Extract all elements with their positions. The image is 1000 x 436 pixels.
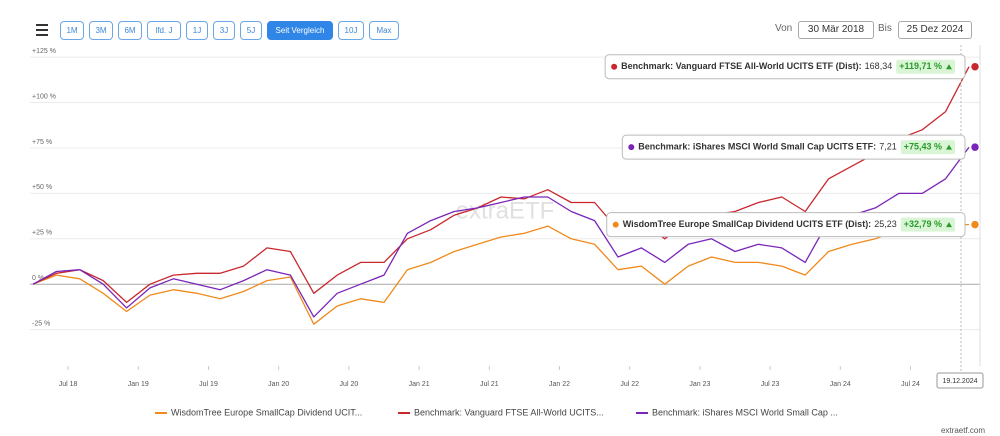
tooltip-dot xyxy=(611,63,618,70)
x-tick-label: Jul 24 xyxy=(901,381,920,388)
change-arrow xyxy=(946,144,952,150)
x-tick-label: Jan 23 xyxy=(689,381,710,388)
menu-icon[interactable] xyxy=(36,22,48,36)
tooltip: Benchmark: iShares MSCI World Small Cap … xyxy=(621,134,966,160)
change-arrow xyxy=(946,222,952,228)
range-button[interactable]: 5J xyxy=(240,21,262,40)
y-tick-label: 0 % xyxy=(32,275,44,282)
footer: extraetf.com xyxy=(941,426,985,435)
range-button[interactable]: 3J xyxy=(213,21,235,40)
x-tick-label: Jan 21 xyxy=(409,381,430,388)
legend-label: Benchmark: Vanguard FTSE All-World UCITS… xyxy=(414,407,604,417)
x-tick-label: Jul 23 xyxy=(761,381,780,388)
series-line xyxy=(32,223,970,325)
x-tick-label: Jul 20 xyxy=(340,381,359,388)
from-label: Von xyxy=(775,23,793,34)
range-button[interactable]: 6M xyxy=(118,21,142,40)
x-tick-label: Jul 18 xyxy=(59,381,78,388)
range-button[interactable]: 1J xyxy=(186,21,208,40)
tooltip-change: +32,79 % xyxy=(904,219,942,229)
series-line xyxy=(32,146,970,318)
legend-label: Benchmark: iShares MSCI World Small Cap … xyxy=(652,407,838,417)
range-button[interactable]: 1M xyxy=(60,21,84,40)
change-pill xyxy=(900,217,955,232)
legend-label: WisdomTree Europe SmallCap Dividend UCIT… xyxy=(171,407,362,417)
tooltip-dot xyxy=(612,221,619,228)
range-button[interactable]: 3M xyxy=(89,21,113,40)
crosshair-box xyxy=(936,372,984,389)
y-tick-label: +50 % xyxy=(32,184,52,191)
change-pill xyxy=(900,140,955,155)
x-tick-label: Jan 22 xyxy=(549,381,570,388)
change-pill xyxy=(896,59,955,74)
tooltip-box xyxy=(606,212,966,238)
y-tick-label: +75 % xyxy=(32,139,52,146)
tooltip-change: +119,71 % xyxy=(899,61,942,71)
tooltip: Benchmark: Vanguard FTSE All-World UCITS… xyxy=(604,54,966,80)
range-button[interactable]: lfd. J xyxy=(147,21,181,40)
y-tick-label: +25 % xyxy=(32,230,52,237)
tooltip: WisdomTree Europe SmallCap Dividend UCIT… xyxy=(606,212,966,238)
tooltip-name: Benchmark: iShares MSCI World Small Cap … xyxy=(638,142,876,152)
x-tick-label: Jul 19 xyxy=(199,381,218,388)
tooltip-dot xyxy=(628,144,635,151)
end-marker xyxy=(969,61,981,72)
y-tick-label: -25 % xyxy=(32,321,50,328)
range-button[interactable]: 10J xyxy=(338,21,364,40)
tooltip-box xyxy=(621,134,966,160)
tooltip-name: WisdomTree Europe SmallCap Dividend UCIT… xyxy=(623,219,871,229)
x-tick-label: Jan 20 xyxy=(268,381,289,388)
end-marker xyxy=(969,141,981,153)
y-tick-label: +125 % xyxy=(32,48,56,55)
end-marker xyxy=(969,219,981,230)
series-line xyxy=(32,66,970,304)
y-tick-label: +100 % xyxy=(32,93,56,100)
tooltip-price: 7,21 xyxy=(879,142,897,152)
tooltip-price: 25,23 xyxy=(874,219,897,229)
tooltip-name: Benchmark: Vanguard FTSE All-World UCITS… xyxy=(621,61,862,71)
change-arrow xyxy=(946,64,952,70)
crosshair-label: 19.12.2024 xyxy=(942,378,977,385)
x-tick-label: Jul 22 xyxy=(620,381,639,388)
x-tick-label: Jan 24 xyxy=(830,381,851,388)
x-tick-label: Jan 19 xyxy=(128,381,149,388)
range-button[interactable]: Seit Vergleich xyxy=(267,21,333,40)
range-button[interactable]: Max xyxy=(369,21,399,40)
from-date[interactable]: 30 Mär 2018 xyxy=(798,21,874,39)
to-label: Bis xyxy=(878,23,892,34)
to-date[interactable]: 25 Dez 2024 xyxy=(898,21,972,39)
tooltip-box xyxy=(604,54,966,80)
tooltip-change: +75,43 % xyxy=(904,142,942,152)
x-tick-label: Jul 21 xyxy=(480,381,499,388)
tooltip-price: 168,34 xyxy=(865,61,893,71)
